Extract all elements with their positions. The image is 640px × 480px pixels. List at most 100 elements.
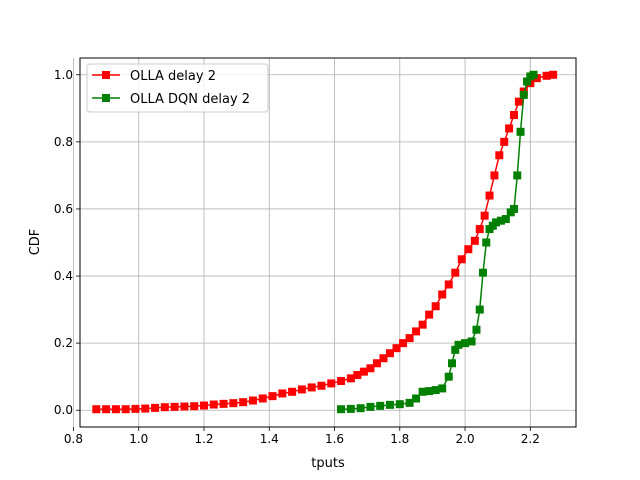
legend-label-olla-dqn: OLLA DQN delay 2 (130, 92, 250, 107)
y-tick-label: 0.2 (54, 336, 73, 350)
data-point-olla-delay-2 (121, 405, 130, 414)
data-point-olla-delay-2 (366, 364, 375, 373)
data-point-olla-delay-2 (278, 389, 287, 398)
data-point-olla-dqn-delay-2 (418, 387, 427, 396)
data-point-olla-dqn-delay-2 (516, 127, 525, 136)
data-point-olla-delay-2 (111, 405, 120, 414)
data-point-olla-delay-2 (209, 400, 218, 409)
data-point-olla-dqn-delay-2 (461, 339, 470, 348)
data-point-olla-dqn-delay-2 (451, 345, 460, 354)
data-point-olla-delay-2 (372, 359, 381, 368)
data-point-olla-delay-2 (141, 404, 150, 413)
data-point-olla-delay-2 (353, 371, 362, 380)
data-point-olla-dqn-delay-2 (386, 400, 394, 409)
data-point-olla-delay-2 (444, 280, 453, 289)
data-point-olla-delay-2 (258, 394, 267, 403)
data-point-olla-dqn-delay-2 (376, 401, 385, 410)
data-point-olla-delay-2 (542, 71, 551, 80)
data-point-olla-delay-2 (457, 255, 466, 264)
legend-box (86, 63, 269, 113)
data-point-olla-delay-2 (500, 137, 509, 146)
data-point-olla-delay-2 (180, 402, 189, 411)
data-point-olla-delay-2 (505, 124, 514, 133)
data-point-olla-delay-2 (239, 398, 248, 407)
data-point-olla-dqn-delay-2 (513, 171, 522, 180)
series-olla-delay-2 (92, 70, 558, 414)
data-point-olla-dqn-delay-2 (412, 394, 421, 403)
x-tick-label: 0.8 (64, 432, 83, 446)
data-point-olla-dqn-delay-2 (472, 325, 481, 334)
y-tick-label: 0.6 (54, 202, 73, 216)
x-tick-label: 1.4 (260, 432, 279, 446)
data-point-olla-delay-2 (92, 405, 101, 414)
data-point-olla-delay-2 (268, 392, 277, 401)
data-point-olla-dqn-delay-2 (529, 70, 538, 79)
data-point-olla-delay-2 (514, 97, 523, 106)
ticks: 0.8 1.0 1.2 1.4 1.6 1.8 2.0 2.2 0.0 0.2 0.4 0.6 0.8 1… (54, 68, 540, 446)
data-point-olla-delay-2 (510, 111, 518, 120)
data-point-olla-delay-2 (131, 404, 140, 413)
x-tick-label: 2.0 (456, 432, 475, 446)
data-point-olla-dqn-delay-2 (405, 398, 414, 407)
data-point-olla-delay-2 (399, 339, 408, 348)
data-point-olla-dqn-delay-2 (496, 216, 505, 225)
data-point-olla-dqn-delay-2 (479, 268, 487, 277)
data-point-olla-dqn-delay-2 (346, 404, 355, 413)
x-axis-label: tputs (311, 456, 345, 471)
data-point-olla-delay-2 (431, 302, 440, 311)
x-tick-label: 1.6 (325, 432, 344, 446)
data-point-olla-delay-2 (490, 171, 499, 180)
plot-frame (79, 57, 577, 428)
data-point-olla-delay-2 (549, 70, 558, 79)
legend-marker-olla-dqn (102, 94, 110, 102)
data-point-olla-dqn-delay-2 (467, 337, 476, 346)
data-point-olla-delay-2 (475, 225, 484, 234)
data-point-olla-delay-2 (451, 268, 460, 277)
data-point-olla-delay-2 (386, 349, 394, 358)
data-point-olla-dqn-delay-2 (454, 340, 463, 349)
data-point-olla-delay-2 (405, 334, 414, 343)
data-point-olla-delay-2 (495, 151, 504, 160)
y-tick-label: 0.4 (54, 269, 73, 283)
data-point-olla-delay-2 (346, 374, 355, 383)
data-point-olla-dqn-delay-2 (519, 90, 528, 99)
data-point-olla-delay-2 (190, 402, 199, 411)
data-point-olla-delay-2 (485, 191, 494, 200)
data-point-olla-dqn-delay-2 (337, 405, 346, 414)
series-olla-dqn-delay-2 (337, 70, 538, 414)
legend: OLLA delay 2 OLLA DQN delay 2 (86, 63, 269, 113)
data-point-olla-dqn-delay-2 (444, 372, 453, 381)
data-point-olla-dqn-delay-2 (501, 215, 510, 224)
x-tick-label: 2.2 (521, 432, 540, 446)
data-point-olla-dqn-delay-2 (492, 218, 501, 227)
data-point-olla-delay-2 (470, 236, 479, 245)
data-point-olla-delay-2 (219, 399, 228, 408)
data-point-olla-delay-2 (418, 320, 427, 329)
data-point-olla-dqn-delay-2 (523, 77, 532, 86)
data-point-olla-dqn-delay-2 (431, 386, 440, 395)
data-point-olla-delay-2 (412, 327, 421, 336)
data-point-olla-delay-2 (379, 354, 388, 363)
data-point-olla-delay-2 (288, 387, 297, 396)
data-point-olla-dqn-delay-2 (395, 400, 404, 409)
data-point-olla-dqn-delay-2 (510, 204, 518, 213)
data-point-olla-delay-2 (200, 401, 208, 410)
x-tick-label: 1.8 (390, 432, 409, 446)
data-point-olla-delay-2 (307, 383, 316, 392)
data-point-olla-dqn-delay-2 (475, 305, 484, 314)
data-point-olla-delay-2 (297, 385, 306, 394)
data-point-olla-dqn-delay-2 (448, 359, 456, 368)
data-point-olla-delay-2 (229, 399, 238, 408)
data-point-olla-delay-2 (480, 211, 489, 220)
data-point-olla-delay-2 (160, 403, 169, 412)
data-point-olla-dqn-delay-2 (366, 402, 375, 411)
data-point-olla-delay-2 (102, 405, 111, 414)
x-tick-label: 1.2 (194, 432, 213, 446)
y-axis-label: CDF (28, 229, 43, 256)
data-point-olla-delay-2 (151, 403, 160, 412)
data-point-olla-dqn-delay-2 (356, 404, 365, 413)
data-point-olla-delay-2 (464, 245, 473, 254)
data-point-olla-delay-2 (359, 367, 368, 376)
data-point-olla-delay-2 (170, 402, 179, 411)
